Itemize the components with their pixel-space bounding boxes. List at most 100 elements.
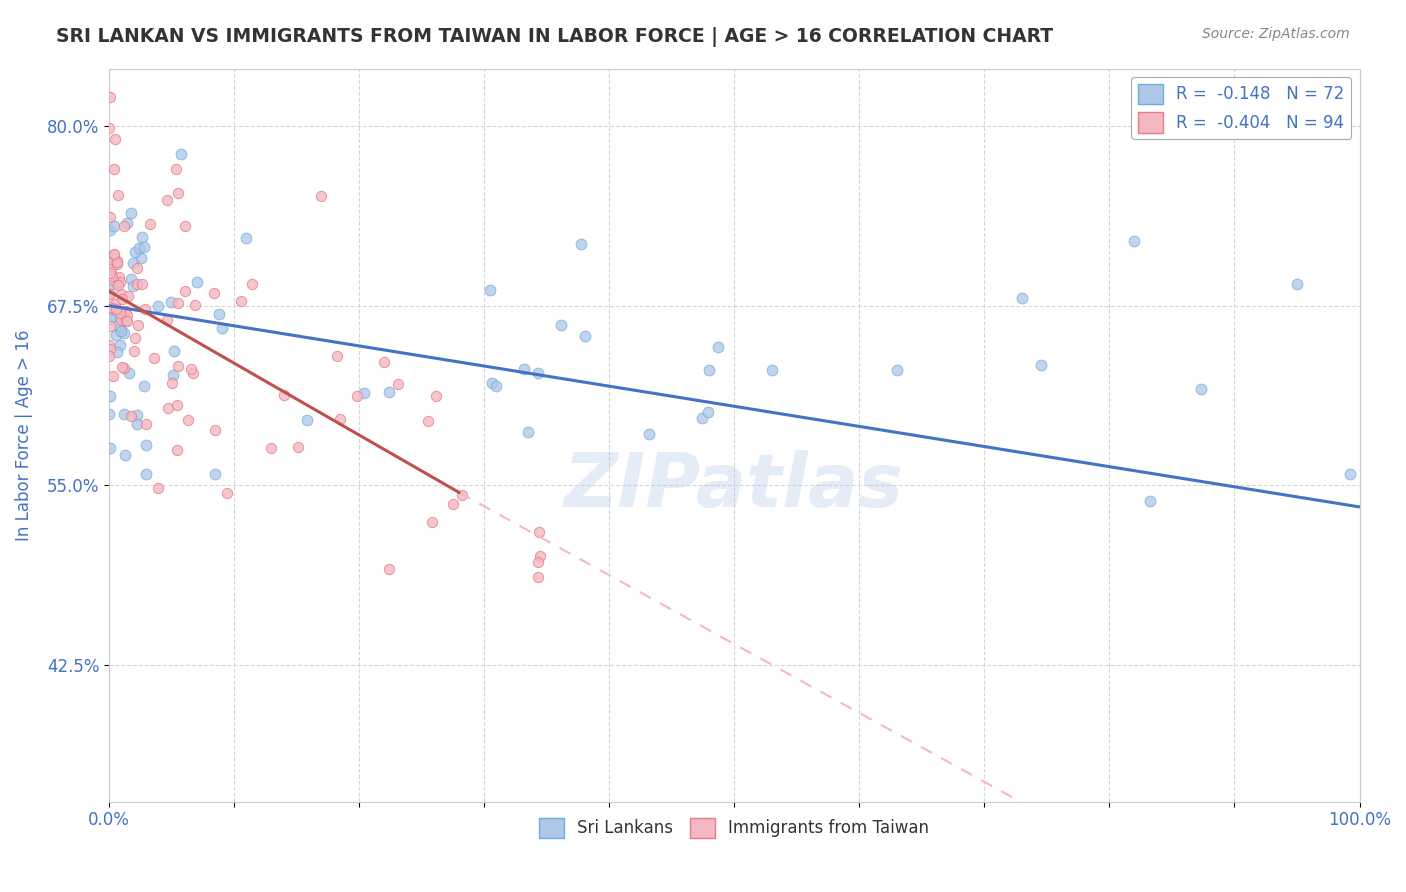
Point bbox=[134, 378, 156, 392]
Point bbox=[1139, 493, 1161, 508]
Point bbox=[114, 304, 136, 318]
Point bbox=[127, 408, 149, 422]
Point bbox=[98, 121, 121, 136]
Point bbox=[173, 284, 195, 298]
Point bbox=[527, 555, 550, 569]
Point bbox=[707, 340, 730, 354]
Point bbox=[378, 562, 401, 576]
Point bbox=[173, 219, 195, 234]
Point bbox=[574, 328, 596, 343]
Point bbox=[326, 349, 349, 363]
Point bbox=[373, 355, 395, 369]
Point bbox=[527, 525, 550, 540]
Point bbox=[110, 338, 132, 352]
Point bbox=[451, 488, 474, 502]
Point bbox=[1123, 234, 1146, 248]
Point bbox=[98, 266, 121, 280]
Point bbox=[167, 359, 190, 374]
Point bbox=[146, 481, 169, 495]
Point bbox=[122, 255, 145, 269]
Point bbox=[105, 345, 128, 359]
Point bbox=[103, 246, 125, 260]
Point bbox=[167, 296, 190, 310]
Point bbox=[143, 351, 166, 366]
Point bbox=[287, 440, 309, 454]
Point bbox=[115, 216, 138, 230]
Point bbox=[105, 256, 128, 270]
Point bbox=[108, 275, 131, 289]
Point bbox=[124, 245, 146, 260]
Point bbox=[127, 318, 149, 332]
Point bbox=[101, 301, 124, 316]
Point bbox=[273, 388, 295, 402]
Point bbox=[295, 413, 318, 427]
Point bbox=[387, 377, 409, 392]
Point bbox=[110, 306, 132, 320]
Point bbox=[420, 516, 443, 530]
Point bbox=[108, 321, 131, 335]
Point bbox=[207, 307, 229, 321]
Point bbox=[309, 189, 332, 203]
Point bbox=[169, 147, 191, 161]
Point bbox=[100, 249, 122, 263]
Point bbox=[128, 241, 150, 255]
Point bbox=[98, 338, 121, 352]
Point bbox=[98, 287, 121, 301]
Point bbox=[569, 237, 592, 252]
Point bbox=[117, 308, 139, 322]
Point bbox=[104, 276, 127, 290]
Point bbox=[98, 266, 121, 280]
Point bbox=[122, 344, 145, 359]
Point bbox=[353, 386, 375, 401]
Point bbox=[204, 423, 226, 437]
Point bbox=[240, 277, 263, 291]
Point bbox=[260, 441, 283, 455]
Point bbox=[165, 162, 187, 177]
Point bbox=[114, 448, 136, 462]
Point bbox=[104, 255, 127, 269]
Point bbox=[166, 398, 188, 412]
Point bbox=[1285, 277, 1308, 292]
Point bbox=[104, 310, 127, 324]
Point bbox=[131, 277, 153, 291]
Point bbox=[637, 427, 659, 442]
Point bbox=[183, 366, 205, 380]
Point bbox=[108, 269, 131, 284]
Point bbox=[103, 219, 125, 234]
Point bbox=[121, 278, 143, 293]
Point bbox=[100, 277, 122, 292]
Point bbox=[98, 255, 121, 269]
Point bbox=[105, 254, 128, 268]
Point bbox=[98, 343, 121, 357]
Point bbox=[103, 248, 125, 262]
Point bbox=[134, 301, 156, 316]
Point bbox=[110, 286, 132, 301]
Point bbox=[117, 289, 139, 303]
Point bbox=[529, 549, 551, 563]
Point bbox=[112, 407, 135, 421]
Point bbox=[517, 425, 540, 439]
Point bbox=[98, 389, 121, 403]
Point bbox=[112, 326, 135, 340]
Point bbox=[155, 313, 177, 327]
Point bbox=[425, 389, 447, 403]
Point bbox=[204, 467, 226, 481]
Point bbox=[101, 272, 124, 286]
Point bbox=[112, 219, 135, 233]
Point bbox=[125, 417, 148, 431]
Point bbox=[139, 217, 162, 231]
Point bbox=[98, 287, 121, 301]
Point bbox=[110, 313, 132, 327]
Point bbox=[118, 366, 141, 380]
Point bbox=[167, 186, 190, 201]
Text: Source: ZipAtlas.com: Source: ZipAtlas.com bbox=[1202, 27, 1350, 41]
Point bbox=[202, 285, 225, 300]
Point bbox=[114, 313, 136, 327]
Point bbox=[135, 417, 157, 431]
Point bbox=[98, 407, 121, 421]
Legend: Sri Lankans, Immigrants from Taiwan: Sri Lankans, Immigrants from Taiwan bbox=[533, 811, 936, 845]
Point bbox=[104, 297, 127, 311]
Point bbox=[135, 467, 157, 481]
Point bbox=[886, 363, 908, 377]
Text: SRI LANKAN VS IMMIGRANTS FROM TAIWAN IN LABOR FORCE | AGE > 16 CORRELATION CHART: SRI LANKAN VS IMMIGRANTS FROM TAIWAN IN … bbox=[56, 27, 1053, 46]
